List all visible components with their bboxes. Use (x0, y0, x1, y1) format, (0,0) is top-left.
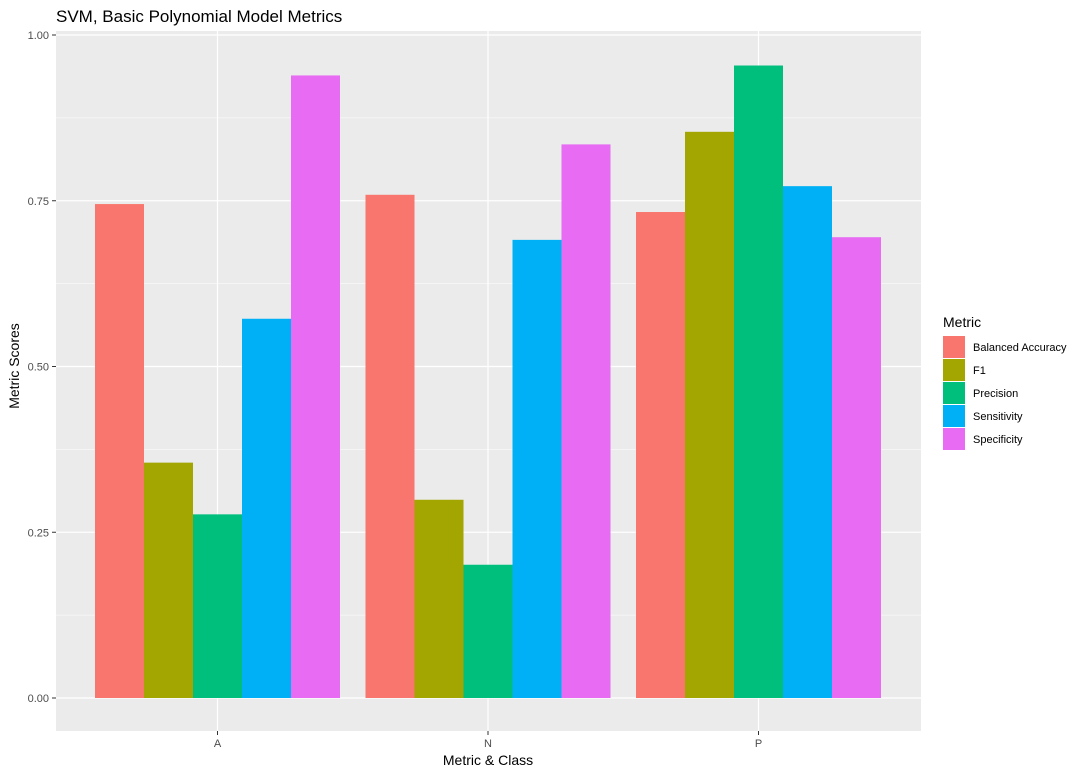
legend-label: F1 (973, 365, 986, 377)
bar-N-balanced-accuracy (365, 194, 415, 698)
bar-P-sensitivity (783, 186, 832, 698)
y-tick-label: 0.00 (28, 693, 49, 705)
x-tick-label: A (214, 738, 222, 750)
bar-N-sensitivity (512, 239, 562, 698)
bar-P-balanced-accuracy (636, 212, 685, 698)
x-tick-label: P (755, 738, 762, 750)
legend-key (943, 405, 965, 427)
y-axis: 0.00 0.25 0.50 0.75 1.00 (28, 30, 56, 705)
legend-key (943, 382, 965, 404)
legend-label: Balanced Accuracy (973, 342, 1067, 354)
y-tick-label: 0.75 (28, 196, 49, 208)
legend-label: Precision (973, 388, 1018, 400)
x-tick-label: N (484, 738, 492, 750)
x-axis-title: Metric & Class (443, 752, 533, 768)
bar-P-f1 (685, 131, 734, 699)
legend-key (943, 336, 965, 358)
bar-A-specificity (291, 75, 340, 699)
bar-N-precision (463, 564, 513, 698)
bar-N-specificity (561, 144, 611, 698)
bar-A-f1 (144, 462, 193, 698)
y-tick-label: 0.25 (28, 527, 49, 539)
bar-A-precision (193, 514, 242, 698)
legend-label: Sensitivity (973, 411, 1023, 423)
chart-title: SVM, Basic Polynomial Model Metrics (56, 7, 342, 26)
legend-key (943, 428, 965, 450)
bar-A-sensitivity (242, 318, 291, 698)
bars (95, 65, 881, 699)
y-tick-label: 1.00 (28, 30, 49, 42)
legend-label: Specificity (973, 434, 1023, 446)
bar-N-f1 (414, 499, 464, 698)
bar-P-specificity (832, 237, 881, 698)
legend-key (943, 359, 965, 381)
y-tick-label: 0.50 (28, 362, 49, 374)
legend: Metric Balanced Accuracy F1 Precision Sensi… (943, 314, 1067, 450)
y-axis-title: Metric Scores (6, 323, 22, 409)
bar-A-balanced-accuracy (95, 204, 144, 698)
legend-title: Metric (943, 314, 981, 330)
bar-P-precision (734, 65, 783, 699)
